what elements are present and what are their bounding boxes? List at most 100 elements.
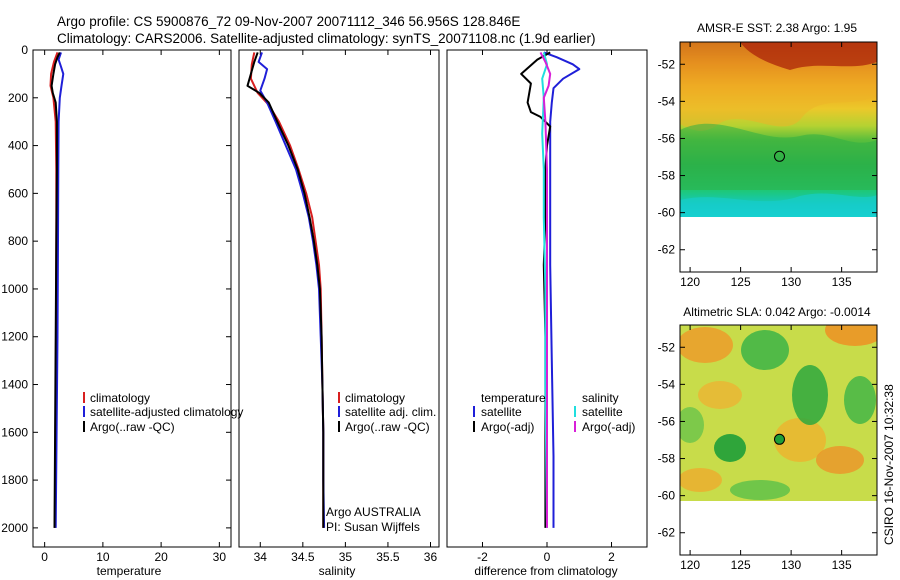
legend-argo-label: Argo(..raw -QC) <box>345 420 430 434</box>
difference-x-label: difference from climatology <box>474 564 617 578</box>
x-tick-label: 35.5 <box>376 550 400 564</box>
y-tick-label: -54 <box>658 377 676 391</box>
y-tick-label: -58 <box>658 452 676 466</box>
temperature-plot-frame <box>32 49 232 548</box>
salinity-legend: climatology satellite adj. clim. Argo(..… <box>338 391 436 434</box>
x-tick-label: 120 <box>680 558 700 572</box>
difference-series <box>520 51 581 528</box>
legend-salinity-title: salinity <box>582 391 619 405</box>
x-tick-label: 0 <box>41 550 48 564</box>
x-tick-label: 30 <box>213 550 227 564</box>
y-tick-label: -54 <box>658 94 676 108</box>
sla-orange-blob <box>816 446 864 474</box>
x-tick-label: 130 <box>781 275 801 289</box>
x-tick-label: 120 <box>680 275 700 289</box>
sst-map-frame <box>679 41 878 273</box>
y-tick-label: -56 <box>658 131 676 145</box>
sla-orange-blob <box>774 418 826 462</box>
y-tick-label: 2000 <box>1 521 28 535</box>
profile-line-salinity-satellite <box>541 52 548 528</box>
sla-map-panel: Altimetric SLA: 0.042 Argo: -0.0014 -52-… <box>658 305 878 572</box>
legend-temp-argo-label: Argo(-adj) <box>481 420 534 434</box>
x-tick-label: 20 <box>154 550 168 564</box>
sla-orange-blob <box>825 325 877 346</box>
temperature-x-ticks: 0 10 20 30 <box>41 50 226 564</box>
x-tick-label: 2 <box>608 550 615 564</box>
sst-field <box>680 42 877 217</box>
legend-sal-argo-label: Argo(-adj) <box>582 420 635 434</box>
sst-argo-location-marker <box>774 150 785 162</box>
y-tick-label: -62 <box>658 243 676 257</box>
difference-panel: -2 0 2 difference from climatology tempera… <box>446 49 648 578</box>
profile-line-satellite-adj-clim <box>257 52 326 528</box>
salinity-x-ticks: 34 34.5 35 35.5 36 <box>254 50 438 564</box>
profile-line-argo-raw-qc <box>246 52 325 528</box>
legend-temp-satellite-label: satellite <box>481 405 522 419</box>
sla-orange-blob <box>680 468 722 492</box>
difference-x-ticks: -2 0 2 <box>477 50 615 564</box>
y-tick-label: 600 <box>8 186 28 200</box>
salinity-x-label: salinity <box>319 564 356 578</box>
x-tick-label: 10 <box>96 550 110 564</box>
profile-line-salinity-argo-adj <box>539 51 552 528</box>
legend-satellite-label: satellite adj. clim. <box>345 405 436 419</box>
salinity-series <box>246 52 326 528</box>
temperature-series <box>49 51 65 528</box>
y-tick-label: 400 <box>8 139 28 153</box>
salinity-panel: 34 34.5 35 35.5 36 salinity climatology sate… <box>238 49 440 578</box>
difference-legend: temperature satellite Argo(-adj) salinit… <box>473 391 635 434</box>
y-tick-label: 200 <box>8 91 28 105</box>
y-tick-label: -60 <box>658 489 676 503</box>
profile-line-temperature-satellite <box>543 51 581 528</box>
sla-field <box>680 325 877 501</box>
y-tick-label: -62 <box>658 526 676 540</box>
sla-y-ticks: -52 -54 -56 -58 -60 -62 <box>658 340 877 540</box>
legend-climatology-label: climatology <box>90 391 150 405</box>
sst-map-title: AMSR-E SST: 2.38 Argo: 1.95 <box>697 21 857 35</box>
y-tick-label: 1400 <box>1 378 28 392</box>
sst-y-ticks: -52 -54 -56 -58 -60 -62 <box>658 57 877 257</box>
argo-annotation-line1: Argo AUSTRALIA <box>326 505 421 519</box>
x-tick-label: 35 <box>339 550 353 564</box>
x-tick-label: 34 <box>254 550 268 564</box>
temperature-x-label: temperature <box>97 564 162 578</box>
x-tick-label: 36 <box>424 550 438 564</box>
sst-cyan-edge <box>680 193 877 217</box>
sla-green-blob <box>730 480 790 500</box>
sla-map-frame <box>679 324 878 556</box>
y-tick-label: 1800 <box>1 473 28 487</box>
sla-green-blob <box>844 376 876 424</box>
legend-climatology-label: climatology <box>345 391 405 405</box>
x-tick-label: 125 <box>731 558 751 572</box>
legend-temperature-title: temperature <box>481 391 546 405</box>
y-tick-label: 1600 <box>1 425 28 439</box>
x-tick-label: 130 <box>781 558 801 572</box>
y-tick-label: -60 <box>658 206 676 220</box>
y-tick-label: -52 <box>658 340 676 354</box>
legend-satellite-label: satellite-adjusted climatology <box>90 405 243 419</box>
sla-orange-blob <box>698 381 742 409</box>
sst-green-band <box>680 123 877 190</box>
x-tick-label: 34.5 <box>291 550 315 564</box>
legend-argo-label: Argo(..raw -QC) <box>90 420 175 434</box>
sla-green-blob <box>680 407 704 443</box>
y-tick-label: 0 <box>21 43 28 57</box>
sla-green-blob <box>714 434 746 462</box>
profile-line-satellite-adjusted-climatology <box>54 52 65 528</box>
page-title-line1: Argo profile: CS 5900876_72 09-Nov-2007 … <box>57 14 520 29</box>
y-tick-label: 800 <box>8 234 28 248</box>
timestamp-label: CSIRO 16-Nov-2007 10:32:38 <box>882 384 896 545</box>
y-tick-label: -56 <box>658 414 676 428</box>
salinity-plot-frame <box>238 49 440 548</box>
temperature-legend: climatology satellite-adjusted climatolo… <box>83 391 243 434</box>
x-tick-label: 135 <box>832 275 852 289</box>
legend-sal-satellite-label: satellite <box>582 405 623 419</box>
sst-x-ticks: 120 125 130 135 <box>680 42 852 289</box>
sla-green-blob <box>741 330 789 370</box>
sla-map-title: Altimetric SLA: 0.042 Argo: -0.0014 <box>683 305 871 319</box>
profile-line-climatology <box>249 52 325 528</box>
y-tick-label: 1000 <box>1 282 28 296</box>
x-tick-label: -2 <box>477 550 488 564</box>
temperature-y-ticks: 0 200 400 600 800 1000 1200 1400 1600 1800 2000 <box>1 43 231 535</box>
